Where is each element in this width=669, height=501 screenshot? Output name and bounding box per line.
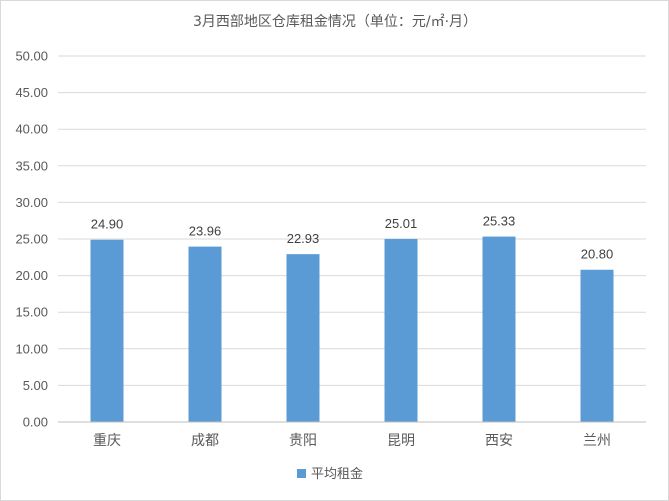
data-label: 25.33 — [483, 214, 516, 229]
y-tick-label: 10.00 — [15, 341, 48, 356]
y-tick-label: 15.00 — [15, 305, 48, 320]
data-label: 23.96 — [189, 224, 222, 239]
gridlines — [58, 55, 646, 386]
bar — [384, 238, 418, 422]
legend: 平均租金 — [297, 466, 363, 482]
category-label: 昆明 — [387, 433, 415, 449]
y-axis-ticks: 0.00 5.00 10.00 15.00 20.00 25.00 30.00 35.00 40… — [15, 49, 48, 430]
y-tick-label: 20.00 — [15, 268, 48, 283]
category-label: 兰州 — [583, 433, 611, 449]
y-tick-label: 5.00 — [23, 378, 48, 393]
category-label: 西安 — [485, 433, 513, 449]
bar — [286, 254, 320, 422]
bar — [188, 246, 222, 422]
category-label: 贵阳 — [289, 433, 317, 449]
bar — [580, 269, 614, 422]
y-tick-label: 30.00 — [15, 195, 48, 210]
y-tick-label: 40.00 — [15, 122, 48, 137]
data-label: 22.93 — [287, 231, 320, 246]
legend-label-average-rent: 平均租金 — [311, 466, 363, 482]
bars — [90, 236, 614, 422]
chart-title: 3月西部地区仓库租金情况（单位：元/㎡·月） — [193, 14, 477, 30]
category-label: 成都 — [191, 433, 219, 449]
x-axis-categories: 重庆 成都 贵阳 昆明 西安 兰州 — [93, 433, 611, 449]
y-tick-label: 50.00 — [15, 49, 48, 64]
y-tick-label: 45.00 — [15, 85, 48, 100]
legend-swatch — [297, 469, 306, 478]
data-labels: 24.90 23.96 22.93 25.01 25.33 20.80 — [91, 214, 614, 262]
category-label: 重庆 — [93, 433, 121, 449]
y-tick-label: 25.00 — [15, 232, 48, 247]
bar — [90, 239, 124, 422]
data-label: 24.90 — [91, 217, 124, 232]
y-tick-label: 0.00 — [23, 415, 48, 430]
data-label: 20.80 — [581, 247, 614, 262]
data-label: 25.01 — [385, 216, 418, 231]
y-tick-label: 35.00 — [15, 158, 48, 173]
bar — [482, 236, 516, 422]
